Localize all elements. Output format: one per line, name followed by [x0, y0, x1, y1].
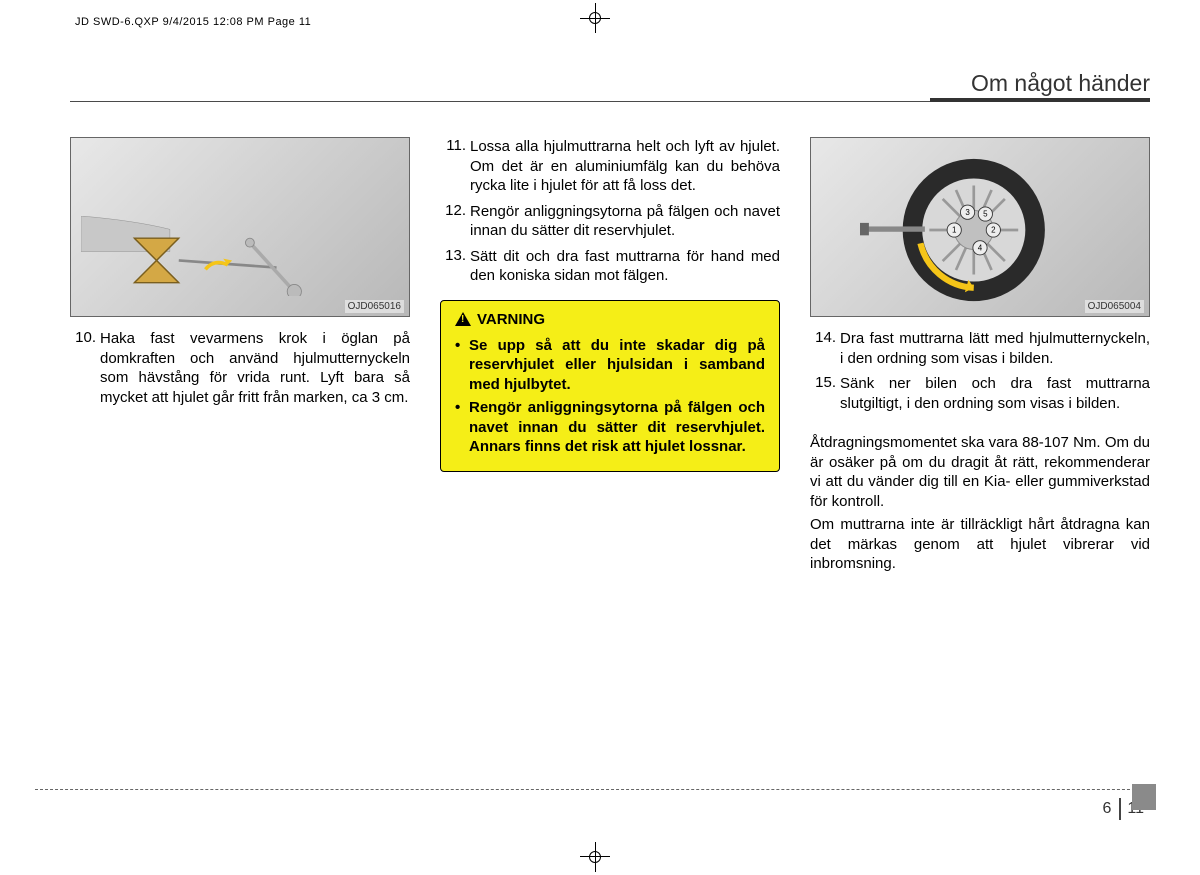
- column-1: OJD065016 10. Haka fast vevarmens krok i…: [70, 137, 410, 574]
- warning-title: VARNING: [455, 311, 765, 328]
- item-number: 12.: [440, 202, 470, 241]
- section-title: Om något händer: [971, 70, 1150, 96]
- warning-bullet: • Rengör anliggningsytorna på fälgen och…: [455, 398, 765, 457]
- item-text: Rengör anliggningsytorna på fälgen och n…: [470, 202, 780, 241]
- bullet-dot: •: [455, 398, 469, 457]
- figure-wheel: 1 2 3 4 5 OJD065004: [810, 137, 1150, 317]
- item-text: Sätt dit och dra fast muttrarna för hand…: [470, 247, 780, 286]
- column-2: 11. Lossa alla hjulmuttrarna helt och ly…: [440, 137, 780, 574]
- item-text: Haka fast vevarmens krok i öglan på domk…: [100, 329, 410, 407]
- figure-label-1: OJD065016: [345, 300, 404, 313]
- column-3: 1 2 3 4 5 OJD065004 14. Dra: [810, 137, 1150, 574]
- columns: OJD065016 10. Haka fast vevarmens krok i…: [70, 137, 1150, 574]
- list-item: 12. Rengör anliggningsytorna på fälgen o…: [440, 202, 780, 241]
- print-metadata: JD SWD-6.QXP 9/4/2015 12:08 PM Page 11: [75, 16, 311, 28]
- warning-bullet-text: Rengör anliggningsytorna på fälgen och n…: [469, 398, 765, 457]
- svg-text:2: 2: [991, 226, 996, 235]
- page-footer: 6 11: [35, 789, 1150, 820]
- svg-text:1: 1: [952, 226, 957, 235]
- item-text: Sänk ner bilen och dra fast muttrarna sl…: [840, 374, 1150, 413]
- list-item: 10. Haka fast vevarmens krok i öglan på …: [70, 329, 410, 407]
- list-item: 11. Lossa alla hjulmuttrarna helt och ly…: [440, 137, 780, 196]
- bullet-dot: •: [455, 336, 469, 395]
- figure-label-2: OJD065004: [1085, 300, 1144, 313]
- warning-bullet-text: Se upp så att du inte skadar dig på rese…: [469, 336, 765, 395]
- svg-text:3: 3: [965, 208, 970, 217]
- warning-icon: [455, 312, 471, 326]
- wheel-illustration-svg: 1 2 3 4 5: [856, 150, 1056, 310]
- item-text: Lossa alla hjulmuttrarna helt och lyft a…: [470, 137, 780, 196]
- item-number: 11.: [440, 137, 470, 196]
- item-number: 15.: [810, 374, 840, 413]
- list-item: 15. Sänk ner bilen och dra fast muttrarn…: [810, 374, 1150, 413]
- footer-chapter: 6: [1094, 798, 1119, 820]
- item-number: 13.: [440, 247, 470, 286]
- page-tab: [1132, 784, 1156, 810]
- figure-jack: OJD065016: [70, 137, 410, 317]
- svg-text:4: 4: [978, 243, 983, 252]
- item-number: 14.: [810, 329, 840, 368]
- item-text: Dra fast muttrarna lätt med hjulmutterny…: [840, 329, 1150, 368]
- warning-bullet: • Se upp så att du inte skadar dig på re…: [455, 336, 765, 395]
- warning-box: VARNING • Se upp så att du inte skadar d…: [440, 300, 780, 472]
- page-content: Om något händer: [70, 70, 1150, 825]
- section-header: Om något händer: [70, 70, 1150, 102]
- list-item: 13. Sätt dit och dra fast muttrarna för …: [440, 247, 780, 286]
- body-paragraph: Åtdragningsmomentet ska vara 88-107 Nm. …: [810, 433, 1150, 511]
- svg-text:5: 5: [983, 210, 988, 219]
- list-item: 14. Dra fast muttrarna lätt med hjulmutt…: [810, 329, 1150, 368]
- warning-title-text: VARNING: [477, 311, 545, 328]
- item-number: 10.: [70, 329, 100, 407]
- body-paragraph: Om muttrarna inte är tillräckligt hårt å…: [810, 515, 1150, 574]
- jack-illustration-svg: [81, 216, 330, 296]
